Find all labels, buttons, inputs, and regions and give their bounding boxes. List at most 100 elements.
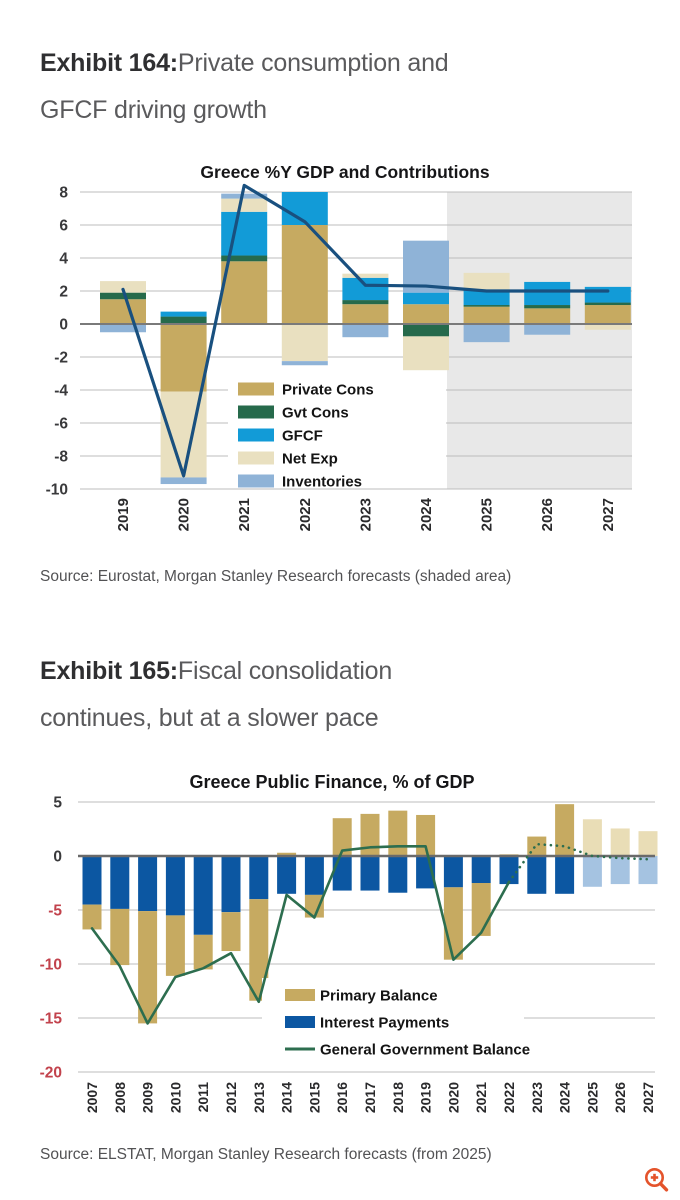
- bar-segment-interest-payments: [555, 856, 575, 894]
- bar-segment-private-cons: [403, 304, 449, 324]
- bar-segment-interest-payments: [499, 856, 519, 885]
- bar-segment-interest-payments: [638, 856, 658, 885]
- bar-segment-primary-balance: [332, 818, 352, 856]
- bar-segment-primary-balance: [555, 804, 575, 856]
- y-axis-tick-label: 0: [59, 317, 68, 334]
- y-axis-tick-label: -4: [54, 383, 68, 400]
- bar-segment-interest-payments: [443, 856, 463, 888]
- bar-segment-gvt-cons: [463, 305, 510, 307]
- bar-segment-primary-balance: [443, 887, 463, 960]
- x-axis-year-label: 2019: [115, 498, 132, 531]
- bar-segment-private-cons: [524, 308, 571, 324]
- bar-segment-primary-balance: [165, 915, 185, 976]
- exhibit-165-title-line1: Fiscal consolidation: [177, 657, 393, 685]
- source-note-exhibit-165: Source: ELSTAT, Morgan Stanley Research …: [40, 1146, 492, 1163]
- bar-segment-inventories: [524, 324, 571, 335]
- x-axis-year-label: 2016: [334, 1082, 350, 1113]
- y-axis-tick-label: -15: [40, 1011, 63, 1028]
- bar-segment-net-exp: [100, 281, 146, 293]
- x-axis-year-label: 2022: [501, 1082, 517, 1113]
- bar-segment-gvt-cons: [221, 255, 268, 262]
- bar-segment-interest-payments: [582, 856, 602, 887]
- bar-segment-interest-payments: [249, 856, 269, 900]
- x-axis-year-label: 2008: [112, 1082, 128, 1113]
- bar-segment-gfcf: [584, 286, 631, 303]
- bar-segment-interest-payments: [110, 856, 130, 909]
- x-axis-year-label: 2020: [176, 498, 193, 531]
- bar-segment-interest-payments: [471, 856, 491, 883]
- bar-segment-gfcf: [403, 292, 449, 305]
- x-axis-year-label: 2024: [418, 497, 435, 531]
- bar-segment-primary-balance: [221, 912, 241, 952]
- bar-segment-inventories: [342, 324, 389, 338]
- legend-swatch: [285, 1016, 315, 1028]
- bar-segment-private-cons: [221, 261, 268, 324]
- bar-segment-primary-balance: [249, 899, 269, 1001]
- y-axis-tick-label: -10: [40, 957, 62, 974]
- legend-swatch: [238, 405, 274, 419]
- x-axis-year-label: 2026: [612, 1082, 628, 1113]
- line-series: [90, 844, 511, 1025]
- bar-segment-inventories: [403, 240, 449, 293]
- legend-swatch: [238, 428, 274, 442]
- bar-segment-net-exp: [281, 324, 328, 362]
- legend-swatch: [238, 451, 274, 465]
- chart-title: Greece %Y GDP and Contributions: [200, 162, 489, 182]
- legend-swatch: [285, 989, 315, 1001]
- x-axis-year-label: 2010: [167, 1082, 183, 1113]
- source-note-exhibit-164: Source: Eurostat, Morgan Stanley Researc…: [40, 568, 512, 585]
- y-axis-tick-label: -5: [48, 903, 62, 920]
- bar-segment-gvt-cons: [342, 300, 389, 305]
- legend-label: Private Cons: [282, 382, 374, 399]
- bar-segment-gvt-cons: [584, 302, 631, 306]
- zoom-in-icon[interactable]: [640, 1164, 674, 1198]
- legend-label: Net Exp: [282, 451, 338, 468]
- exhibit-164-title-line2: GFCF driving growth: [40, 96, 267, 124]
- legend-label: GFCF: [282, 428, 323, 445]
- y-axis-tick-label: 4: [59, 251, 68, 268]
- y-axis-tick-label: -6: [54, 416, 68, 433]
- x-axis-year-label: 2020: [445, 1082, 461, 1113]
- bar-segment-primary-balance: [388, 810, 408, 856]
- bar-segment-private-cons: [463, 306, 510, 324]
- y-axis-tick-label: 8: [59, 185, 68, 202]
- gdp-contributions-chart: 8 6 4 2 0 -2 -4 -6 -8 -10 Private Cons Gvt Cons GFCF…: [46, 162, 632, 531]
- bar-segment-private-cons: [342, 304, 389, 324]
- bar-segment-gvt-cons: [403, 324, 449, 337]
- magnifier-handle: [658, 1181, 669, 1192]
- exhibit-164-heading: Exhibit 164:Private consumption and GFCF…: [40, 40, 650, 134]
- x-axis-year-label: 2023: [529, 1082, 545, 1113]
- bar-segment-net-exp: [584, 324, 631, 330]
- x-axis-year-label: 2015: [306, 1082, 322, 1113]
- bar-segment-interest-payments: [221, 856, 241, 913]
- x-axis-year-label: 2011: [195, 1082, 211, 1113]
- bar-segment-interest-payments: [138, 856, 158, 912]
- legend-label: Gvt Cons: [282, 405, 349, 422]
- chart-title: Greece Public Finance, % of GDP: [189, 772, 474, 792]
- x-axis-year-label: 2019: [418, 1082, 434, 1113]
- legend-label: Interest Payments: [320, 1015, 449, 1032]
- bar-segment-inventories: [463, 324, 510, 343]
- line-series: [121, 183, 610, 478]
- exhibit-164-label: Exhibit 164:: [40, 49, 178, 77]
- bar-segment-gvt-cons: [160, 316, 207, 324]
- x-axis-year-label: 2009: [140, 1082, 156, 1113]
- exhibit-165-label: Exhibit 165:: [40, 657, 178, 685]
- legend-swatch: [238, 474, 274, 488]
- bar-segment-primary-balance: [610, 828, 630, 856]
- x-axis-year-label: 2024: [557, 1082, 573, 1113]
- bar-segment-primary-balance: [582, 819, 602, 856]
- x-axis-year-label: 2017: [362, 1082, 378, 1113]
- bar-segment-primary-balance: [360, 813, 380, 856]
- legend-label: Inventories: [282, 474, 362, 491]
- bar-segment-gfcf: [221, 211, 268, 256]
- bar-segment-interest-payments: [527, 856, 547, 894]
- bar-segment-interest-payments: [610, 856, 630, 885]
- y-axis-tick-label: -8: [54, 449, 68, 466]
- exhibit-165-heading: Exhibit 165:Fiscal consolidation continu…: [40, 648, 650, 742]
- y-axis-tick-label: 2: [59, 284, 68, 301]
- public-finance-chart: 5 0 -5 -10 -15 -20 Primary Balance Interest Pay…: [40, 772, 658, 1113]
- bar-segment-primary-balance: [82, 904, 102, 930]
- y-axis-tick-label: -2: [54, 350, 68, 367]
